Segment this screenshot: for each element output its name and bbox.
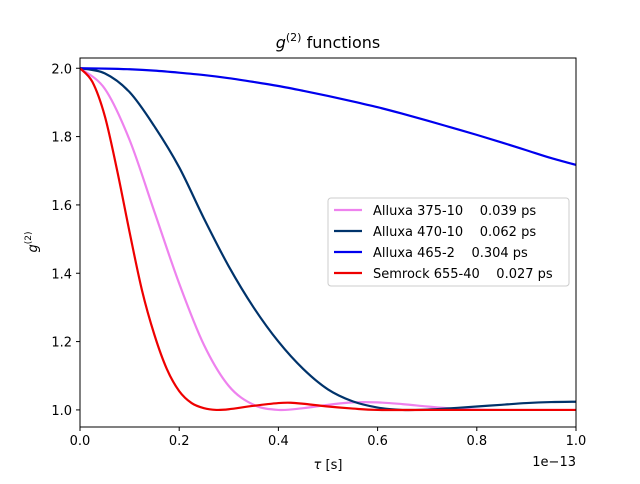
plot-area: 0.0 0.2 0.4 0.6 0.8 1.0 1.0 1.2 1.4 1.6 1.8 2.0 [51, 57, 587, 449]
chart-title: g(2) functions [276, 31, 381, 52]
series-line-3 [80, 67, 576, 412]
series-line-1 [80, 67, 576, 412]
x-tick-label: 0.6 [367, 434, 388, 449]
y-tick-label: 1.2 [51, 336, 72, 351]
y-tick-label: 1.4 [51, 267, 72, 282]
y-tick-label: 1.8 [51, 131, 72, 146]
y-tick-label: 2.0 [51, 62, 72, 77]
x-tick-label: 0.8 [466, 434, 487, 449]
axes-frame [79, 57, 577, 428]
legend: Alluxa 375-10 0.039 ps Alluxa 470-10 0.06… [327, 197, 570, 287]
legend-label-3: Semrock 655-40 0.027 ps [373, 267, 553, 282]
x-axis-label: τ [s] [314, 458, 343, 473]
legend-label-0: Alluxa 375-10 0.039 ps [373, 204, 536, 219]
legend-label-2: Alluxa 465-2 0.304 ps [373, 246, 528, 261]
x-axis-offset-label: 1e−13 [532, 455, 576, 470]
legend-label-1: Alluxa 470-10 0.062 ps [373, 225, 536, 240]
y-tick-label: 1.6 [51, 199, 72, 214]
series-line-2 [80, 67, 576, 167]
y-tick-label: 1.0 [51, 404, 72, 419]
x-tick-label: 0.2 [169, 434, 190, 449]
x-tick-label: 0.0 [70, 434, 91, 449]
y-axis-label: g(2) [24, 231, 41, 252]
legend-box [327, 197, 570, 287]
x-tick-label: 0.4 [268, 434, 289, 449]
x-tick-label: 1.0 [566, 434, 587, 449]
